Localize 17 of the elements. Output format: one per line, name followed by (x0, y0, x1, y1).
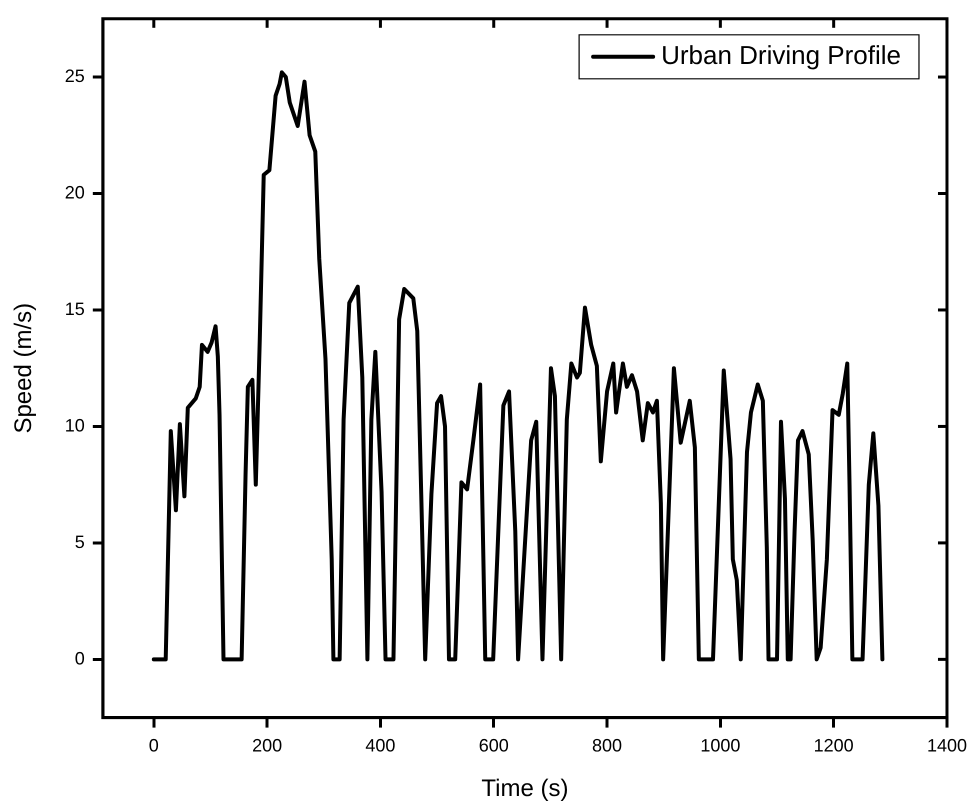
x-tick-label: 1200 (814, 735, 854, 756)
x-tick-label: 200 (252, 735, 282, 756)
x-tick-label: 800 (592, 735, 622, 756)
x-tick-label: 0 (148, 735, 159, 756)
y-tick-label: 15 (64, 298, 85, 319)
y-axis-title: Speed (m/s) (10, 302, 38, 434)
x-tick-label: 400 (365, 735, 396, 756)
y-tick-label: 10 (64, 415, 85, 436)
y-tick-label: 25 (64, 66, 85, 86)
x-tick-label: 1000 (700, 735, 740, 756)
y-tick-label: 5 (74, 532, 85, 552)
y-tick-label: 20 (64, 182, 85, 202)
legend-label: Urban Driving Profile (661, 40, 901, 70)
x-axis-title: Time (s) (481, 775, 568, 802)
y-tick-label: 0 (74, 648, 85, 668)
x-tick-label: 600 (478, 735, 509, 756)
x-tick-label: 1400 (926, 735, 967, 756)
